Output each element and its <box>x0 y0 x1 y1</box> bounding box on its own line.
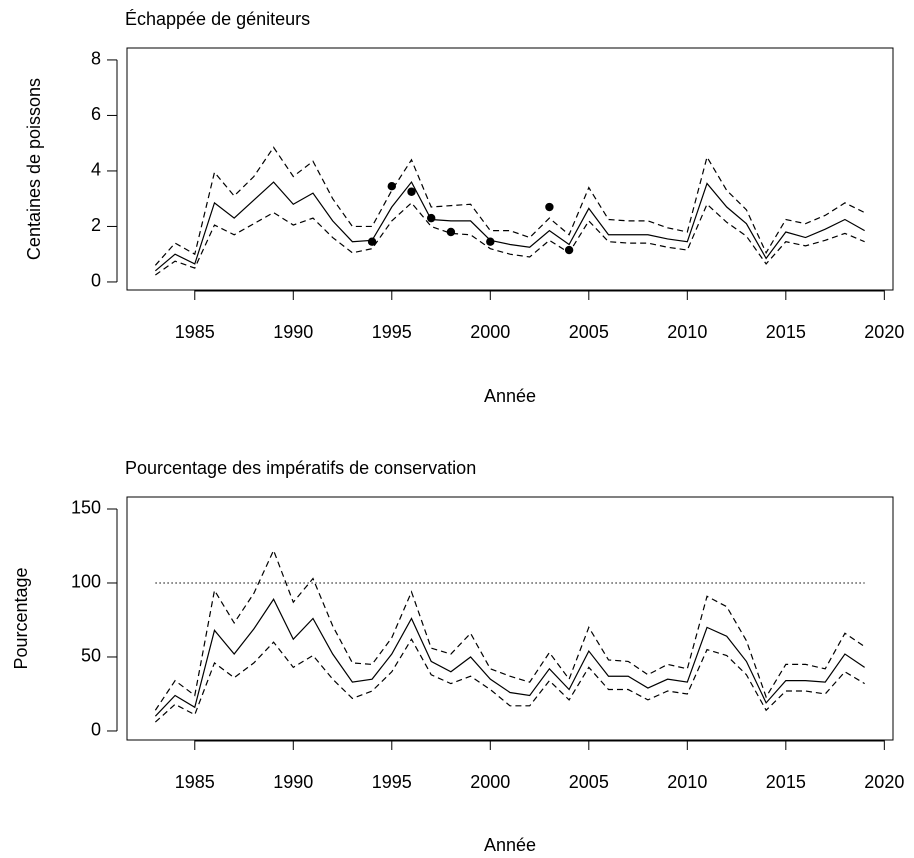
x-tick-label: 2020 <box>864 322 904 342</box>
chart-title: Pourcentage des impératifs de conservati… <box>125 458 476 478</box>
y-tick-label: 50 <box>81 646 101 666</box>
x-tick-label: 1985 <box>175 772 215 792</box>
y-tick-label: 2 <box>91 215 101 235</box>
y-axis-label: Pourcentage <box>11 567 31 669</box>
x-tick-label: 2005 <box>569 322 609 342</box>
data-point <box>367 237 377 246</box>
x-tick-label: 1990 <box>273 322 313 342</box>
y-tick-label: 8 <box>91 49 101 69</box>
y-axis-label: Centaines de poissons <box>24 78 44 260</box>
data-point <box>446 227 456 237</box>
data-point <box>486 237 495 246</box>
data-point <box>426 213 436 223</box>
data-point <box>407 187 416 196</box>
y-tick-label: 100 <box>71 572 101 592</box>
y-tick-label: 150 <box>71 498 101 518</box>
estimate-line <box>154 180 865 272</box>
y-tick-label: 0 <box>91 720 101 740</box>
estimate-line <box>154 598 865 717</box>
y-tick-label: 0 <box>91 271 101 291</box>
interval-line <box>154 548 865 711</box>
plot-frame <box>126 47 894 291</box>
data-point <box>545 202 554 212</box>
interval-line <box>154 638 865 723</box>
interval-line <box>154 146 865 266</box>
x-tick-label: 2015 <box>766 772 806 792</box>
x-tick-label: 2010 <box>667 322 707 342</box>
data-point <box>387 182 396 191</box>
data-point <box>564 245 574 255</box>
interval-line <box>155 201 865 276</box>
y-tick-label: 4 <box>91 160 101 180</box>
x-axis-label: Année <box>484 835 536 855</box>
x-tick-label: 2015 <box>766 322 806 342</box>
chart-title: Échappée de géniteurs <box>125 9 310 29</box>
x-tick-label: 1995 <box>372 772 412 792</box>
y-tick-label: 6 <box>91 104 101 124</box>
x-tick-label: 2005 <box>569 772 609 792</box>
x-axis-label: Année <box>484 386 536 406</box>
plot-frame <box>126 496 894 741</box>
x-tick-label: 1990 <box>273 772 313 792</box>
x-tick-label: 1995 <box>372 322 412 342</box>
x-tick-label: 2000 <box>470 772 510 792</box>
x-tick-label: 2020 <box>864 772 904 792</box>
x-tick-label: 1985 <box>175 322 215 342</box>
x-tick-label: 2010 <box>667 772 707 792</box>
x-tick-label: 2000 <box>470 322 510 342</box>
